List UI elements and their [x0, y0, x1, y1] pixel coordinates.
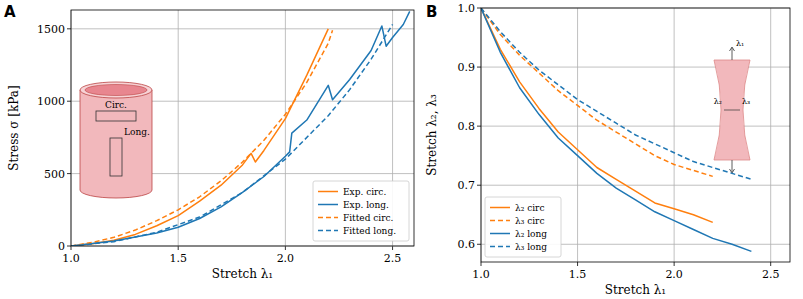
tick-mark	[477, 244, 481, 245]
series-line	[71, 11, 410, 246]
specimen-circ	[96, 111, 136, 121]
specimen	[714, 60, 750, 160]
series-line	[481, 8, 713, 176]
figure: A 1.0 1.5 2.0 2.5 0 500 1000 1500 Stretch λ₁ Stres…	[0, 0, 803, 299]
tick-label: 0.6	[458, 238, 476, 251]
tick-label: 1.0	[62, 252, 80, 265]
tick-mark	[477, 185, 481, 186]
y-axis-label: Stretch λ₂, λ₃	[425, 94, 439, 176]
tick-label: 0.9	[458, 61, 476, 74]
legend-swatch	[490, 246, 510, 248]
x-axis-label: Stretch λ₁	[212, 267, 273, 281]
legend-label: Fitted long.	[343, 226, 396, 236]
grid-line	[577, 8, 578, 262]
arrow-head	[730, 169, 735, 173]
legend-label: λ₃ long	[515, 242, 547, 252]
plot-frame	[71, 10, 414, 246]
tick-label: 1.5	[169, 252, 187, 265]
tick-mark	[674, 262, 675, 266]
grid-line	[770, 8, 771, 262]
tick-mark	[67, 28, 71, 29]
legend-swatch	[318, 204, 338, 206]
legend-swatch	[490, 207, 510, 209]
series-line	[481, 8, 713, 222]
legend-label: λ₃ circ	[515, 216, 544, 226]
arrow-head	[730, 47, 735, 51]
tick-label: 0.8	[458, 120, 476, 133]
legend-box	[485, 197, 561, 257]
series-line	[71, 29, 328, 246]
annotation: Long.	[124, 127, 150, 137]
annotation: λ₃	[742, 97, 750, 106]
tick-mark	[392, 246, 393, 250]
tick-label: 500	[44, 168, 65, 181]
legend-label: λ₂ circ	[515, 203, 544, 213]
plot-frame	[481, 8, 790, 262]
tick-label: 1.0	[458, 2, 476, 15]
tick-mark	[178, 246, 179, 250]
legend-swatch	[318, 217, 338, 219]
legend-label: λ₂ long	[515, 229, 547, 239]
tick-label: 1500	[37, 23, 65, 36]
x-axis-label: Stretch λ₁	[605, 283, 666, 297]
tick-label: 2.5	[762, 268, 780, 281]
series-line	[71, 30, 333, 246]
tick-mark	[481, 262, 482, 266]
grid-line	[674, 8, 675, 262]
annotation: λ₁	[736, 39, 744, 48]
legend: λ₂ circ λ₃ circ λ₂ long λ₃ long	[485, 197, 561, 257]
panel-letter: A	[4, 3, 16, 21]
tick-mark	[477, 67, 481, 68]
tick-mark	[477, 8, 481, 9]
annotation: λ₂	[714, 97, 722, 106]
specimen-long	[110, 138, 122, 176]
arrow	[732, 160, 733, 172]
legend-label: Exp. long.	[343, 200, 389, 210]
legend-swatch	[318, 191, 338, 193]
arrow	[724, 110, 740, 111]
tick-mark	[71, 246, 72, 250]
legend-label: Exp. circ.	[343, 187, 386, 197]
tick-mark	[770, 262, 771, 266]
tick-label: 1.5	[569, 268, 587, 281]
tick-mark	[67, 101, 71, 102]
legend-swatch	[318, 230, 338, 232]
grid-line	[71, 28, 414, 29]
legend-swatch	[490, 220, 510, 222]
grid-line	[481, 185, 790, 186]
tick-label: 1.0	[472, 268, 490, 281]
cylinder-hole	[85, 85, 147, 96]
tick-mark	[477, 126, 481, 127]
tick-mark	[67, 246, 71, 247]
legend-box	[313, 181, 409, 241]
cylinder-top	[80, 82, 152, 98]
inset-cylinder: Circ. Long.	[80, 82, 152, 198]
cylinder-body	[80, 90, 152, 198]
legend-label: Fitted circ.	[343, 213, 394, 223]
tick-label: 2.0	[665, 268, 683, 281]
tick-mark	[67, 173, 71, 174]
annotation: Circ.	[105, 100, 127, 110]
tick-label: 0	[58, 240, 65, 253]
series-line	[481, 8, 751, 179]
tick-mark	[285, 246, 286, 250]
panel-letter: B	[426, 3, 437, 21]
tick-label: 0.7	[458, 179, 476, 192]
tick-label: 1000	[37, 95, 65, 108]
arrow	[732, 48, 733, 60]
tick-label: 2.5	[384, 252, 402, 265]
tick-mark	[577, 262, 578, 266]
legend: Exp. circ. Exp. long. Fitted circ. Fitted l…	[313, 181, 409, 241]
grid-line	[285, 10, 286, 246]
legend-swatch	[490, 233, 510, 235]
inset-hourglass: λ₁ λ₂ λ₃	[714, 39, 751, 173]
y-axis-label: Stress σ [kPa]	[7, 85, 21, 170]
data-group	[71, 11, 410, 246]
panel: A 1.0 1.5 2.0 2.5 0 500 1000 1500 Stretch λ₁ Stres…	[4, 3, 414, 281]
tick-label: 2.0	[277, 252, 295, 265]
panel: B 1.0 1.5 2.0 2.5 0.6 0.7 0.8 0.9 1.0 Stretch λ₁ St…	[425, 2, 790, 297]
